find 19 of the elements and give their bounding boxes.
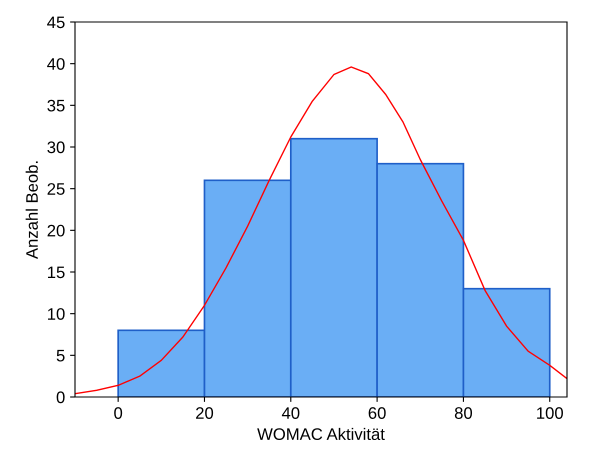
x-axis-title: WOMAC Aktivität <box>257 428 385 440</box>
y-tick-label: 25 <box>48 183 65 195</box>
y-tick-label: 30 <box>47 141 65 154</box>
x-tick-label: 20 <box>196 407 214 419</box>
y-tick-label: 10 <box>48 308 65 320</box>
y-tick-label: 5 <box>56 350 65 362</box>
y-axis-title: Anzahl Beob. <box>26 161 38 260</box>
x-tick-label: 60 <box>368 407 386 419</box>
y-tick-label: 20 <box>48 224 65 237</box>
y-tick-label: 35 <box>47 100 65 112</box>
x-tick-label: 40 <box>282 407 300 419</box>
y-tick-label: 15 <box>48 266 65 278</box>
x-tick-label: 80 <box>454 407 472 419</box>
y-tick-label: 0 <box>56 391 65 404</box>
y-tick-label: 40 <box>47 58 65 70</box>
line-series <box>75 66 567 394</box>
y-tick-label: 45 <box>47 16 65 28</box>
x-tick-label: 0 <box>114 407 122 419</box>
x-tick-label: 100 <box>537 407 563 419</box>
